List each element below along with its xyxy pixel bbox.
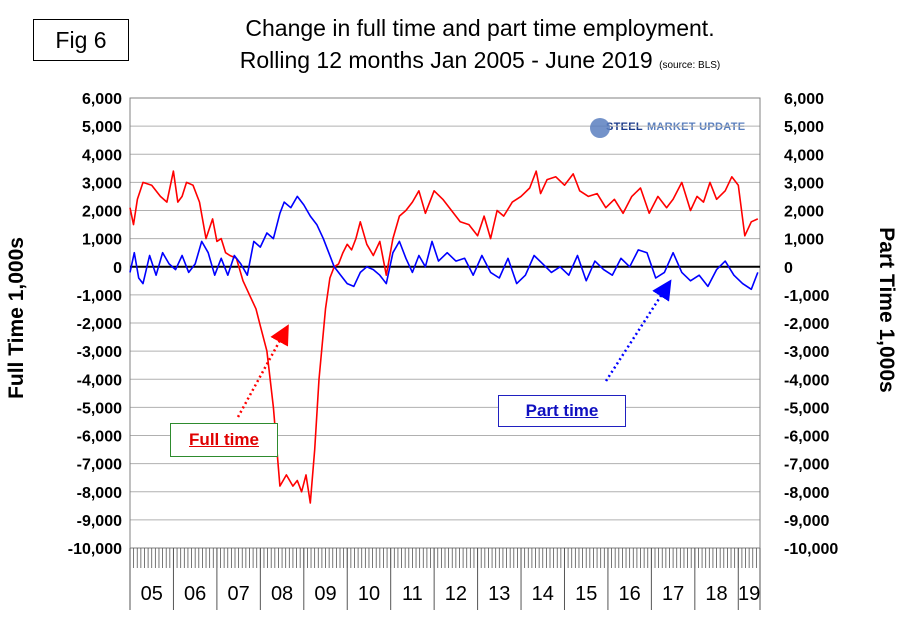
- y-tick-label-right: 2,000: [784, 204, 824, 221]
- x-year-label: 07: [227, 583, 249, 605]
- x-year-label: 18: [705, 583, 727, 605]
- y-tick-label-right: -5,000: [784, 400, 829, 417]
- x-year-label: 17: [662, 583, 684, 605]
- chart-title-line2: Rolling 12 months Jan 2005 - June 2019: [239, 47, 653, 73]
- x-year-label: 16: [619, 583, 641, 605]
- logo-swoosh-icon: [590, 118, 610, 138]
- y-tick-label-left: -5,000: [77, 400, 122, 417]
- x-year-label: 19: [738, 583, 760, 605]
- y-tick-label-right: -9,000: [784, 513, 829, 530]
- chart-title-line2-wrap: Rolling 12 months Jan 2005 - June 2019 (…: [160, 46, 800, 80]
- y-tick-label-left: 6,000: [82, 91, 122, 108]
- y-tick-label-left: -2,000: [77, 316, 122, 333]
- y-tick-label-right: -4,000: [784, 372, 829, 389]
- y-tick-label-left: -6,000: [77, 429, 122, 446]
- y-tick-label-left: 5,000: [82, 119, 122, 136]
- y-tick-label-left: -10,000: [68, 541, 122, 558]
- x-year-label: 15: [575, 583, 597, 605]
- y-tick-label-left: 4,000: [82, 147, 122, 164]
- y-tick-label-right: -1,000: [784, 288, 829, 305]
- x-year-label: 12: [445, 583, 467, 605]
- y-tick-label-left: 3,000: [82, 175, 122, 192]
- y-tick-label-left: -9,000: [77, 513, 122, 530]
- y-tick-label-right: -3,000: [784, 344, 829, 361]
- x-year-label: 11: [402, 583, 423, 605]
- full-time-arrow: [236, 324, 289, 418]
- y-tick-label-left: -3,000: [77, 344, 122, 361]
- figure-label: Fig 6: [33, 19, 129, 61]
- x-year-label: 08: [271, 583, 293, 605]
- y-tick-label-right: 5,000: [784, 119, 824, 136]
- x-year-label: 10: [358, 583, 380, 605]
- y-tick-label-right: -7,000: [784, 457, 829, 474]
- logo-steel-text: STEEL: [606, 121, 643, 133]
- steel-market-update-logo: STEEL MARKET UPDATE: [606, 121, 745, 133]
- x-year-label: 06: [184, 583, 206, 605]
- y-tick-label-right: 6,000: [784, 91, 824, 108]
- logo-market-update-text: MARKET UPDATE: [646, 121, 746, 133]
- source-note: (source: BLS): [659, 60, 721, 71]
- full-time-annotation: Full time: [170, 423, 278, 457]
- x-year-label: 14: [532, 583, 554, 605]
- x-year-label: 05: [141, 583, 163, 605]
- x-year-label: 09: [314, 583, 336, 605]
- y-tick-label-left: -8,000: [77, 485, 122, 502]
- y-tick-label-right: 1,000: [784, 232, 824, 249]
- y-tick-label-right: 0: [784, 260, 793, 277]
- part-time-series-line: [129, 195, 759, 291]
- y-tick-label-left: -1,000: [77, 288, 122, 305]
- part-time-annotation: Part time: [498, 395, 626, 427]
- y-tick-label-right: -8,000: [784, 485, 829, 502]
- y-tick-label-left: 2,000: [82, 204, 122, 221]
- y-tick-label-right: -10,000: [784, 541, 838, 558]
- y-tick-label-right: 4,000: [784, 147, 824, 164]
- y-tick-label-right: -2,000: [784, 316, 829, 333]
- part-time-arrow: [604, 279, 672, 382]
- x-year-label: 13: [488, 583, 510, 605]
- y-tick-label-left: -7,000: [77, 457, 122, 474]
- y-tick-label-left: -4,000: [77, 372, 122, 389]
- chart-title-line1: Change in full time and part time employ…: [245, 15, 715, 41]
- full-time-series-line: [129, 170, 759, 504]
- y-tick-label-right: 3,000: [784, 175, 824, 192]
- y-tick-label-right: -6,000: [784, 429, 829, 446]
- y-tick-label-left: 0: [113, 260, 122, 277]
- y-tick-label-left: 1,000: [82, 232, 122, 249]
